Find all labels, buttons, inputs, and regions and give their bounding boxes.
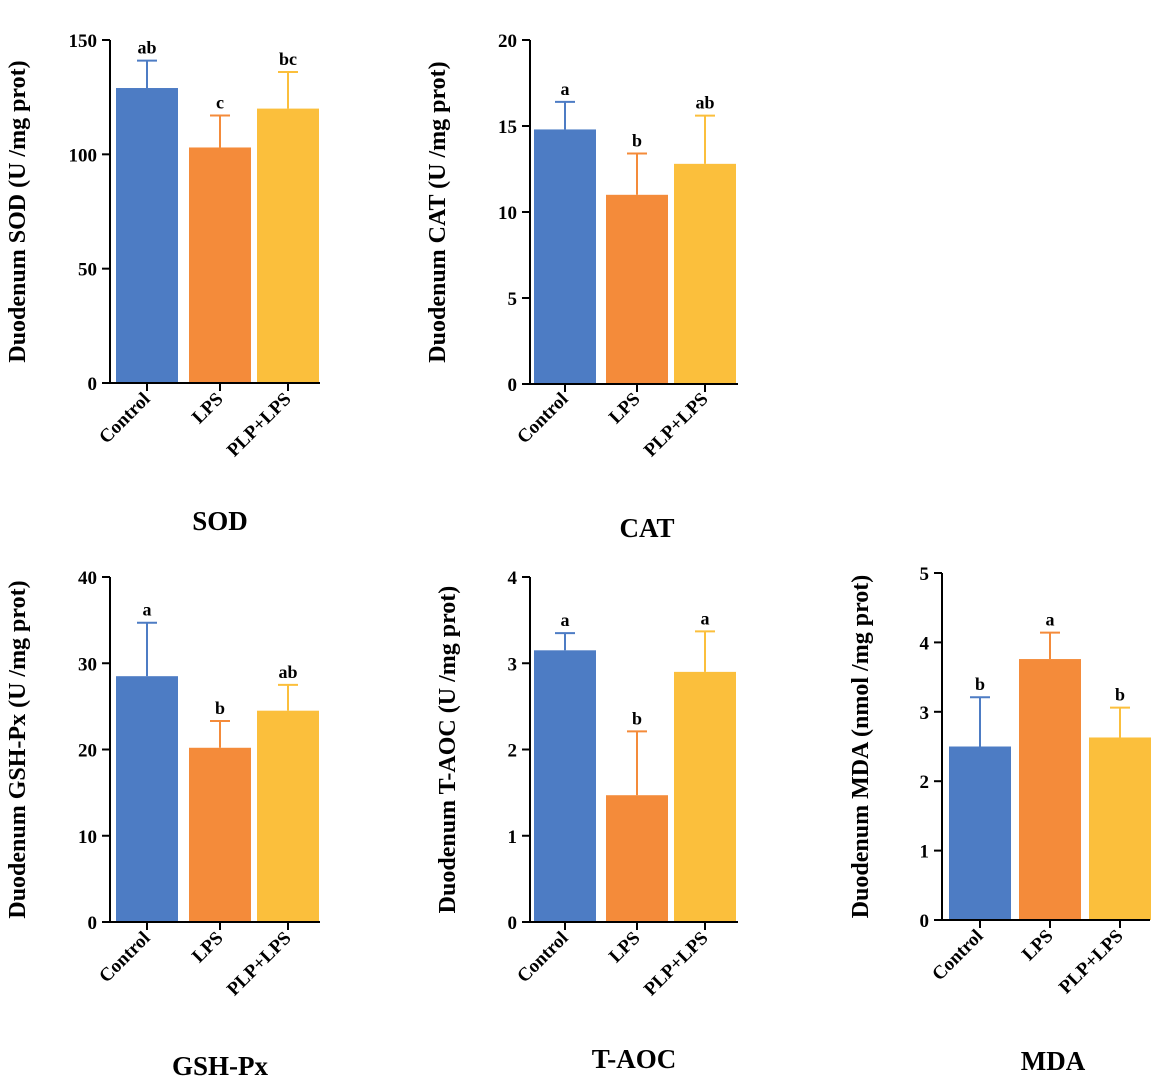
significance-label: b [632, 131, 642, 151]
significance-label: a [143, 600, 152, 620]
bar [674, 671, 736, 922]
y-tick-label: 4 [508, 568, 518, 589]
significance-label: c [216, 92, 224, 112]
bar [606, 194, 668, 384]
category-label: LPS [1018, 926, 1057, 965]
bar [257, 710, 319, 922]
panel-sod: ab Control c LPS bc PLP+LPS 0 50 100 150 Duodenum … [5, 31, 320, 536]
y-tick-label: 40 [78, 568, 97, 589]
y-axis-label: Duodenum CAT (U /mg prot) [425, 61, 451, 362]
category-label: PLP+LPS [640, 389, 713, 462]
bar [949, 746, 1011, 920]
bar [1089, 737, 1151, 920]
category-label: Control [513, 928, 572, 987]
category-label: PLP+LPS [640, 928, 713, 1001]
significance-label: bc [279, 49, 297, 69]
significance-label: ab [137, 38, 156, 58]
y-tick-label: 0 [88, 374, 98, 395]
bar [189, 747, 251, 922]
y-axis-label: Duodenum GSH-Px (U /mg prot) [5, 580, 31, 918]
bar [534, 650, 596, 922]
y-tick-label: 0 [88, 913, 98, 934]
significance-label: a [561, 79, 570, 99]
y-tick-label: 0 [920, 911, 930, 932]
panel-title: MDA [1021, 1046, 1086, 1076]
y-tick-label: 50 [78, 260, 97, 281]
panel-title: CAT [619, 513, 674, 543]
panel-t-aoc: a Control b LPS a PLP+LPS 0 1 2 3 4 Duodenum T-AOC … [435, 568, 738, 1074]
category-label: LPS [188, 928, 227, 967]
category-label: Control [928, 926, 987, 985]
y-tick-label: 5 [920, 564, 930, 585]
panel-title: GSH-Px [172, 1051, 269, 1080]
category-label: Control [95, 389, 154, 448]
significance-label: b [975, 674, 985, 694]
y-tick-label: 10 [78, 827, 97, 848]
category-label: LPS [188, 389, 227, 428]
y-tick-label: 150 [69, 31, 98, 52]
y-axis-label: Duodenum SOD (U /mg prot) [5, 60, 31, 362]
y-tick-label: 30 [78, 654, 97, 675]
bar [257, 108, 319, 383]
category-label: Control [513, 389, 572, 448]
panel-gsh-px: a Control b LPS ab PLP+LPS 0 10 20 30 40 Duodenum G… [5, 568, 320, 1080]
significance-label: ab [278, 662, 297, 682]
bar [674, 163, 736, 384]
y-tick-label: 1 [508, 827, 518, 848]
panel-title: SOD [192, 506, 248, 536]
panel-cat: a Control b LPS ab PLP+LPS 0 5 10 15 20 Duodenum CA… [425, 31, 738, 543]
y-tick-label: 2 [508, 741, 518, 762]
y-tick-label: 0 [508, 375, 518, 396]
y-tick-label: 100 [69, 145, 98, 166]
category-label: PLP+LPS [223, 389, 296, 462]
y-tick-label: 2 [920, 772, 930, 793]
y-tick-label: 4 [920, 633, 930, 654]
y-tick-label: 3 [508, 654, 518, 675]
y-axis-label: Duodenum T-AOC (U /mg prot) [435, 586, 461, 914]
y-tick-label: 20 [78, 741, 97, 762]
significance-label: a [1046, 610, 1055, 630]
category-label: PLP+LPS [1055, 926, 1128, 999]
bar [189, 147, 251, 383]
y-tick-label: 20 [498, 31, 517, 52]
significance-label: ab [695, 93, 714, 113]
significance-label: b [215, 698, 225, 718]
bar [116, 676, 178, 922]
category-label: PLP+LPS [223, 928, 296, 1001]
y-tick-label: 3 [920, 703, 930, 724]
y-tick-label: 0 [508, 913, 518, 934]
y-tick-label: 1 [920, 842, 930, 863]
bar [534, 129, 596, 384]
bar [1019, 659, 1081, 920]
y-tick-label: 15 [498, 117, 517, 138]
y-tick-label: 10 [498, 203, 517, 224]
category-label: LPS [605, 389, 644, 428]
y-axis-label: Duodenum MDA (nmol /mg prot) [848, 575, 874, 919]
significance-label: b [1115, 685, 1125, 705]
significance-label: a [701, 608, 710, 628]
significance-label: b [632, 708, 642, 728]
category-label: LPS [605, 928, 644, 967]
y-tick-label: 5 [508, 289, 518, 310]
panel-title: T-AOC [592, 1044, 677, 1074]
category-label: Control [95, 928, 154, 987]
bar [116, 88, 178, 384]
bar [606, 795, 668, 922]
significance-label: a [561, 610, 570, 630]
panel-mda: b Control a LPS b PLP+LPS 0 1 2 3 4 5 Duodenum MDA (… [848, 564, 1151, 1076]
